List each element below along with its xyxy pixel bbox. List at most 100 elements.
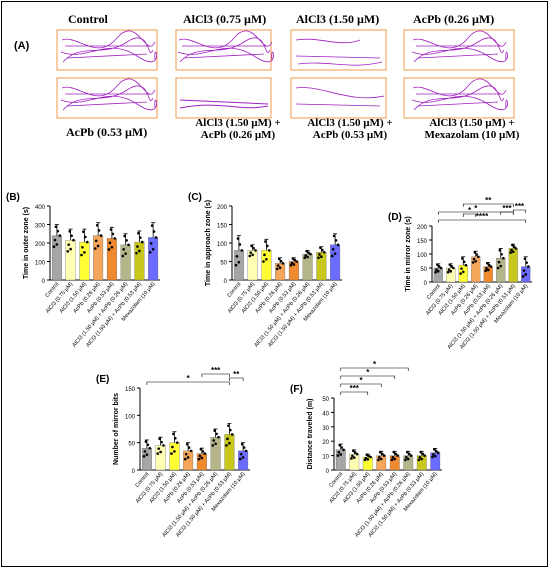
bar: [330, 244, 341, 281]
data-point: [214, 442, 217, 446]
data-point: [84, 235, 87, 239]
data-point: [96, 244, 100, 248]
data-point: [228, 441, 231, 445]
data-point: [378, 456, 381, 459]
data-point: [235, 255, 239, 258]
data-point: [423, 454, 426, 457]
y-axis-label: Number of mirror bits: [113, 393, 120, 465]
data-point: [230, 433, 234, 436]
data-point: [69, 247, 72, 251]
significance-label: *: [366, 368, 370, 377]
bar: [183, 450, 194, 471]
data-point: [99, 234, 103, 237]
data-point: [151, 247, 155, 251]
data-point: [251, 253, 254, 257]
data-point: [407, 452, 411, 456]
data-point: [266, 244, 269, 248]
data-point: [497, 260, 501, 264]
bar: [93, 235, 104, 281]
data-point: [252, 246, 255, 250]
data-point: [171, 445, 174, 449]
data-point: [522, 269, 526, 272]
significance-label: *: [187, 374, 191, 383]
data-point: [320, 255, 323, 258]
bar: [261, 250, 272, 281]
significance-bracket: [462, 203, 514, 207]
data-point: [95, 223, 99, 227]
data-point: [496, 266, 500, 270]
label-alcl3-075: AlCl3 (0.75 µM): [183, 12, 267, 26]
significance-bracket: [340, 367, 409, 371]
data-point: [394, 452, 397, 456]
bar: [210, 437, 221, 471]
data-point: [213, 429, 216, 432]
data-point: [377, 458, 380, 462]
data-point: [80, 253, 83, 257]
data-point: [436, 270, 440, 273]
data-point: [499, 264, 503, 268]
bar: [335, 449, 346, 471]
bar: [134, 241, 145, 281]
y-axis-label: Time in mirror zone (s): [405, 216, 412, 291]
y-tick-label: 400: [35, 205, 46, 211]
data-point: [229, 428, 232, 432]
panel-letter-D: (D): [388, 212, 402, 223]
data-point: [449, 270, 453, 273]
data-point: [82, 230, 85, 234]
data-point: [239, 452, 243, 456]
label-acpb-026: AcPb (0.26 µM): [413, 12, 495, 26]
data-point: [459, 272, 462, 275]
track-control: [56, 29, 158, 71]
data-point: [162, 444, 165, 447]
data-point: [352, 456, 356, 459]
data-point: [124, 252, 127, 256]
data-point: [138, 249, 141, 253]
data-point: [431, 455, 434, 459]
data-point: [318, 253, 321, 256]
data-point: [292, 263, 296, 266]
track-alcl3-150: [290, 29, 387, 71]
data-point: [450, 265, 453, 268]
data-point: [437, 265, 441, 268]
data-point: [355, 452, 359, 456]
data-point: [293, 258, 297, 262]
data-point: [353, 451, 357, 454]
data-point: [238, 243, 242, 246]
significance-bracket: [201, 373, 230, 377]
data-point: [279, 259, 283, 263]
significance-label: **: [485, 196, 492, 205]
data-point: [68, 230, 71, 233]
panel-letter-C: (C): [188, 192, 202, 203]
significance-bracket: [340, 375, 396, 379]
data-point: [307, 251, 310, 254]
data-point: [512, 245, 516, 249]
data-point: [475, 253, 478, 256]
y-tick-label: 200: [417, 225, 428, 231]
panel-letter-F: (F): [290, 384, 303, 395]
data-point: [460, 267, 463, 270]
data-point: [350, 457, 353, 460]
data-point: [509, 251, 512, 254]
bar: [224, 434, 235, 471]
data-point: [510, 248, 513, 252]
data-point: [484, 269, 487, 273]
y-tick-label: 50: [128, 442, 135, 448]
significance-label: *: [373, 360, 377, 369]
data-point: [72, 238, 75, 242]
data-point: [215, 432, 218, 436]
data-point: [108, 241, 112, 245]
data-point: [160, 440, 163, 444]
bar: [169, 442, 180, 471]
data-point: [140, 240, 144, 244]
data-point: [135, 251, 138, 255]
data-point: [127, 243, 130, 247]
label-acpb-053: AcPb (0.53 µM): [66, 125, 148, 139]
data-point: [211, 444, 215, 447]
data-point: [419, 450, 423, 454]
significance-label: ***: [350, 384, 360, 393]
data-point: [249, 251, 252, 254]
data-point: [317, 256, 320, 260]
significance-label: ****: [476, 212, 489, 221]
significance-bracket: [437, 219, 527, 223]
y-tick-label: 100: [35, 261, 46, 267]
